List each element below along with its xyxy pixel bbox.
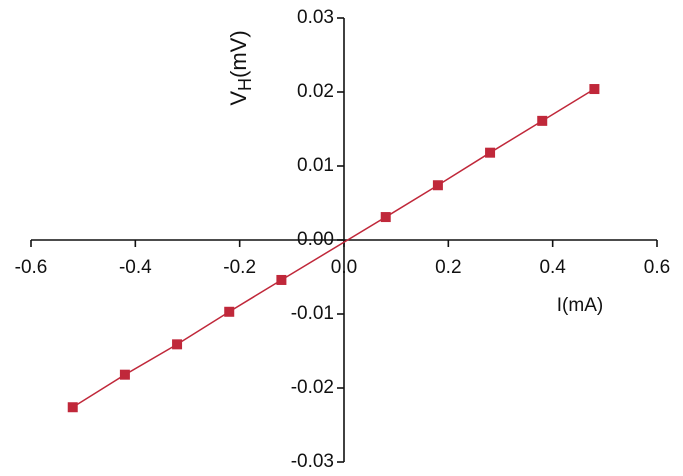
data-point [485, 147, 496, 158]
y-axis-label: VH(mV) [226, 30, 255, 105]
x-tick-label: 0.6 [644, 257, 670, 278]
data-point [589, 84, 600, 95]
x-tick-label: -0.2 [223, 257, 256, 278]
data-point [172, 339, 183, 350]
y-tick-label: 0.03 [297, 7, 334, 28]
data-point [432, 180, 443, 191]
data-point [276, 274, 287, 285]
series-line [72, 88, 595, 408]
y-tick-label: -0.01 [291, 303, 334, 324]
y-tick-label: 0.02 [297, 81, 334, 102]
data-point [224, 306, 235, 317]
x-tick-label: 0.4 [539, 257, 566, 278]
x-axis-label: I(mA) [557, 295, 603, 316]
y-label-unit: (mV) [226, 30, 251, 78]
x-tick-label: -0.6 [15, 257, 48, 278]
data-point [67, 402, 78, 413]
data-point [380, 212, 391, 223]
y-label-sub: H [235, 78, 255, 91]
y-label-main: V [226, 91, 251, 106]
data-point [119, 369, 130, 380]
x-tick-label: -0.4 [119, 257, 152, 278]
x-tick-label: 0.2 [435, 257, 461, 278]
x-tick-label: 0.0 [331, 257, 357, 278]
y-tick-label: 0.00 [297, 229, 334, 250]
y-tick-label: 0.01 [297, 155, 334, 176]
y-tick-label: -0.02 [291, 377, 334, 398]
data-point [537, 115, 548, 126]
y-tick-label: -0.03 [291, 451, 334, 472]
